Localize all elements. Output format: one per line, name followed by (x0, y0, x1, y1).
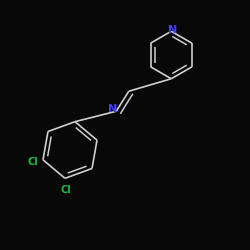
Text: N: N (108, 104, 117, 114)
Text: N: N (168, 25, 177, 35)
Text: Cl: Cl (28, 157, 38, 167)
Text: Cl: Cl (61, 185, 72, 195)
